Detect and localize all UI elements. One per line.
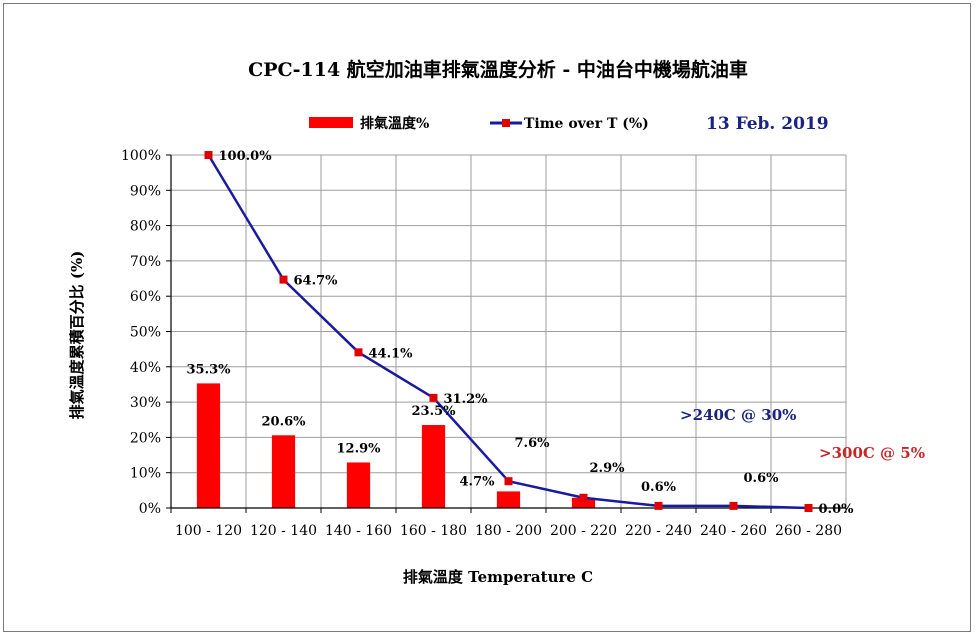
date-label: 13 Feb. 2019 [706, 114, 829, 134]
line-marker [804, 504, 813, 512]
y-tick-label: 100% [121, 148, 161, 164]
chart-canvas: CPC-114 航空加油車排氣溫度分析 - 中油台中機場航油車 排氣溫度% Ti… [68, 58, 925, 586]
grid [171, 154, 847, 508]
bar-data-label: 4.7% [460, 474, 496, 489]
x-tick-label: 260 - 280 [775, 523, 842, 539]
bar-series [196, 383, 596, 508]
chart-frame: CPC-114 航空加油車排氣溫度分析 - 中油台中機場航油車 排氣溫度% Ti… [3, 3, 971, 632]
bar [196, 383, 221, 508]
legend-swatch-marker [502, 119, 510, 127]
legend-swatch-bar [309, 117, 353, 128]
x-tick-label: 220 - 240 [625, 523, 692, 539]
bar [571, 497, 596, 508]
line-data-label: 0.6% [744, 471, 780, 486]
x-tick-label: 240 - 260 [700, 523, 767, 539]
y-tick-label: 60% [130, 289, 161, 305]
line-marker [429, 393, 438, 402]
line-series [204, 151, 813, 512]
y-tick-label: 80% [130, 219, 161, 235]
axes [166, 154, 847, 513]
legend-label-bar: 排氣溫度% [360, 115, 429, 132]
y-tick-label: 50% [130, 325, 161, 341]
line-marker [204, 151, 213, 159]
line-marker [354, 348, 363, 357]
line-data-label: 31.2% [444, 392, 489, 407]
line-marker [729, 501, 738, 510]
x-tick-label: 180 - 200 [475, 523, 542, 539]
bar-data-label: 35.3% [186, 362, 231, 377]
bar [496, 491, 521, 508]
chart-title: CPC-114 航空加油車排氣溫度分析 - 中油台中機場航油車 [248, 58, 748, 81]
bar [271, 435, 296, 508]
line-marker [504, 477, 513, 486]
line-marker [654, 501, 663, 510]
x-axis-title: 排氣溫度 Temperature C [403, 568, 593, 586]
x-tick-label: 200 - 220 [550, 523, 617, 539]
y-tick-label: 40% [130, 360, 161, 376]
bar [346, 462, 371, 508]
y-tick-label: 20% [130, 430, 161, 446]
bar-data-label: 20.6% [261, 414, 306, 429]
y-tick-label: 70% [130, 254, 161, 270]
annotation-300c: >300C @ 5% [819, 444, 925, 462]
y-tick-label: 30% [130, 395, 161, 411]
tick-labels: 0% 10% 20% 30% 40% 50% 60% 70% 80% 90% 100% 100 - 1… [121, 148, 842, 539]
bar [421, 425, 446, 508]
line-data-label: 0.0% [819, 502, 855, 517]
x-tick-label: 100 - 120 [175, 523, 242, 539]
bar-data-label: 12.9% [336, 441, 381, 456]
x-tick-label: 160 - 180 [400, 523, 467, 539]
data-labels: 100.0% 64.7% 44.1% 31.2% 7.6% 2.9% 0.6% 0.6% 0.0… [186, 149, 854, 517]
line-data-label: 100.0% [219, 149, 273, 164]
line-data-label: 7.6% [515, 436, 551, 451]
bar-data-label: 23.5% [411, 404, 456, 419]
x-tick-label: 120 - 140 [250, 523, 317, 539]
x-tick-label: 140 - 160 [325, 523, 392, 539]
y-tick-label: 90% [130, 183, 161, 199]
line-data-label: 44.1% [369, 346, 414, 361]
y-axis-title: 排氣溫度累積百分比 (%) [68, 251, 86, 420]
legend: 排氣溫度% Time over T (%) [309, 115, 649, 132]
y-tick-label: 0% [139, 501, 161, 517]
annotation-240c: >240C @ 30% [680, 406, 796, 424]
line-data-label: 2.9% [590, 461, 626, 476]
line-data-label: 64.7% [294, 274, 339, 289]
line-marker [279, 275, 288, 284]
line-data-label: 0.6% [641, 480, 677, 495]
legend-label-line: Time over T (%) [524, 116, 649, 132]
line-marker [579, 493, 588, 502]
y-tick-label: 10% [130, 466, 161, 482]
